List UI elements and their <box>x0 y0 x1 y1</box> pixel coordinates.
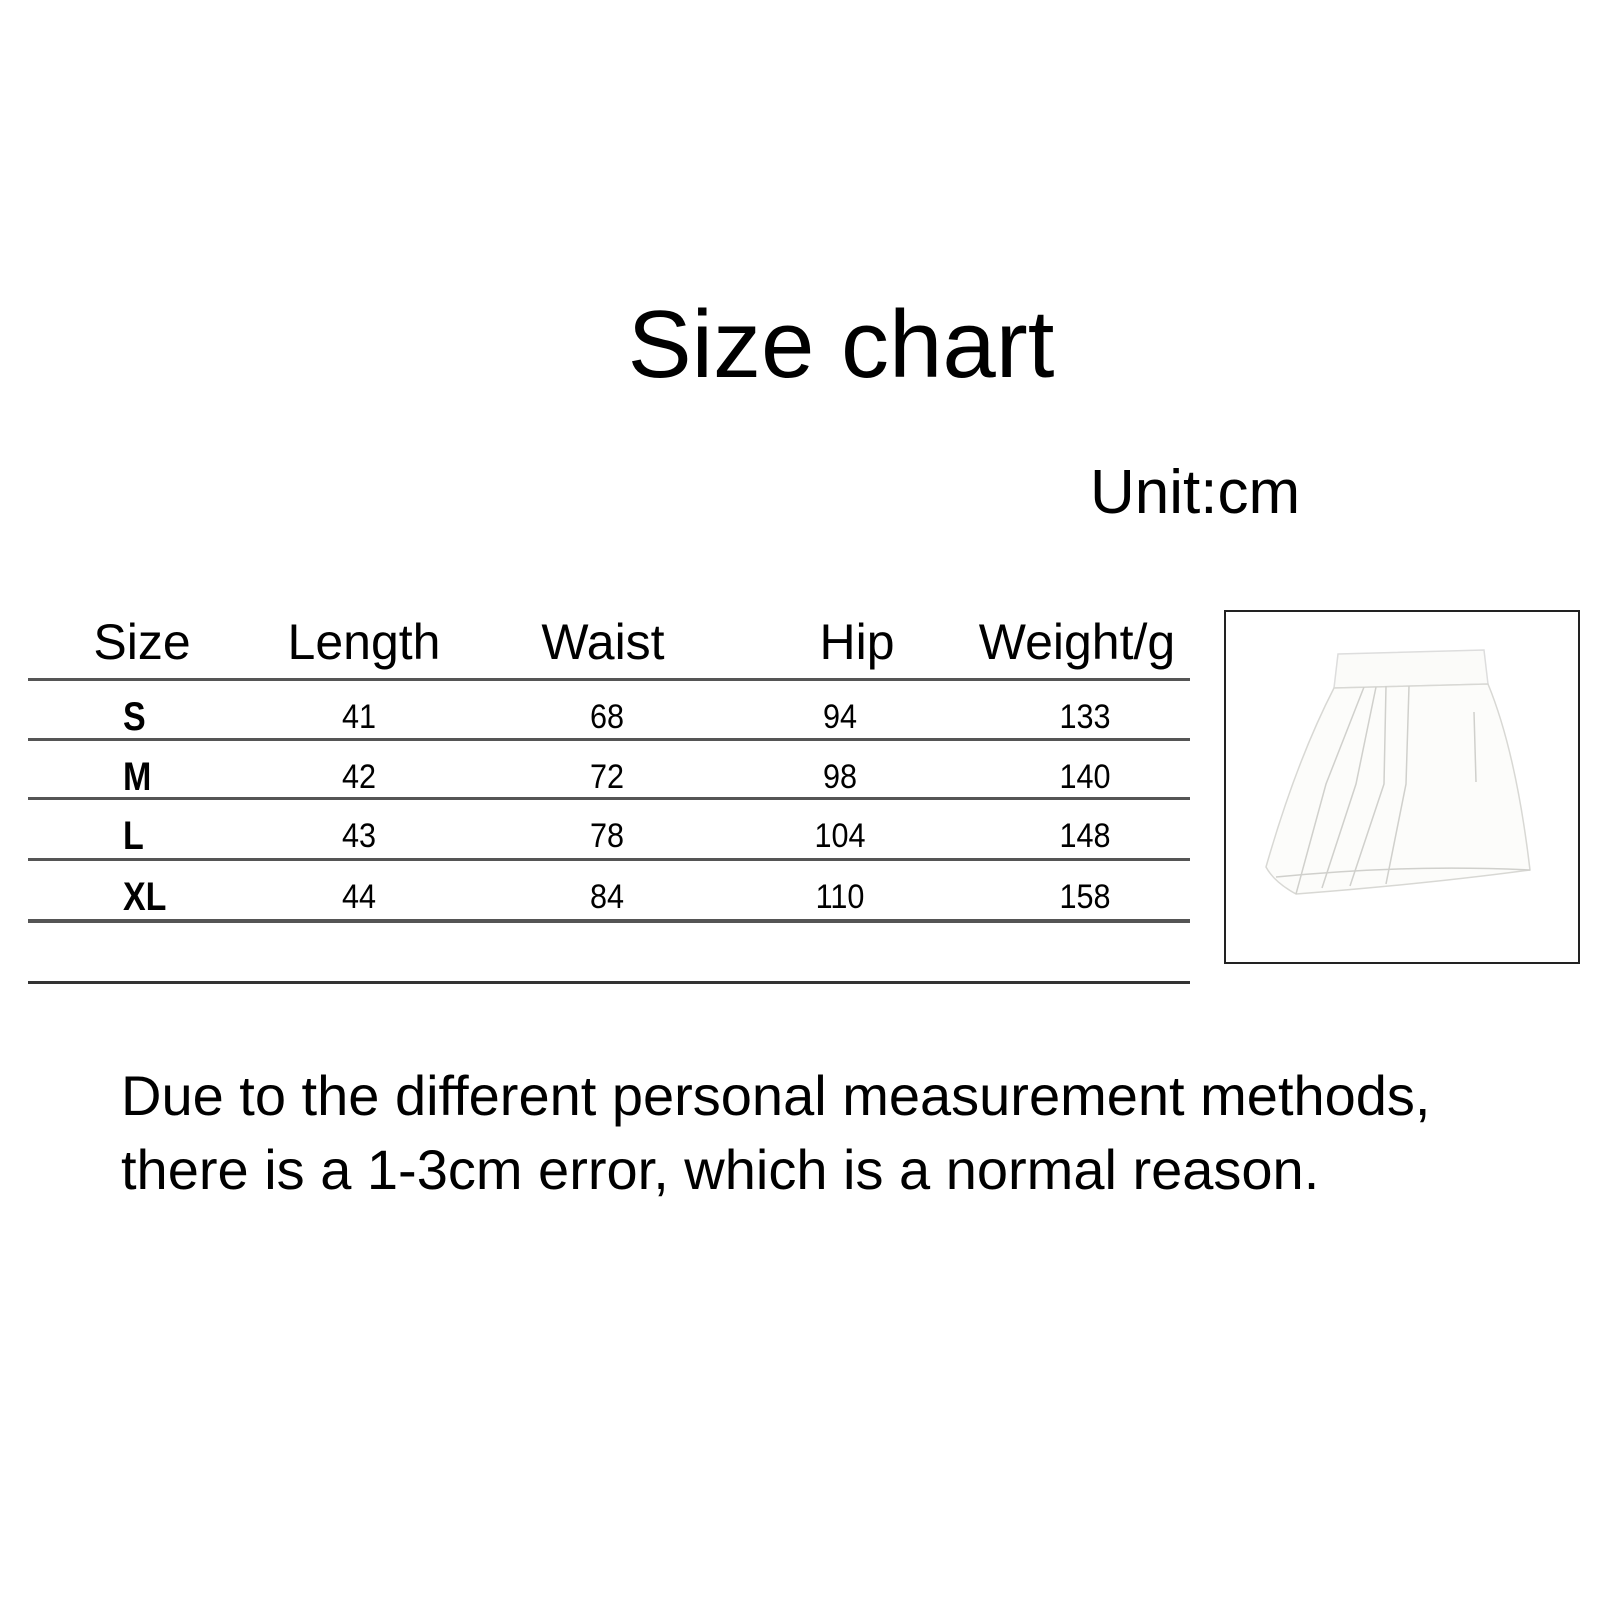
cell-waist: 72 <box>589 758 625 796</box>
cell-size: S <box>123 695 146 739</box>
cell-length: 44 <box>341 878 377 916</box>
divider <box>28 797 1190 800</box>
header-length: Length <box>287 614 441 670</box>
skirt-illustration <box>1265 649 1531 895</box>
header-hip: Hip <box>819 614 895 670</box>
cell-hip: 98 <box>822 758 858 796</box>
cell-length: 42 <box>341 758 377 796</box>
header-waist: Waist <box>541 614 665 670</box>
cell-length: 41 <box>341 698 377 736</box>
cell-hip: 104 <box>814 817 866 855</box>
cell-length: 43 <box>341 817 377 855</box>
divider <box>28 919 1190 923</box>
header-size: Size <box>93 614 191 670</box>
cell-weight: 148 <box>1059 817 1111 855</box>
divider <box>28 858 1190 861</box>
cell-size: M <box>123 755 152 799</box>
page-title: Size chart <box>627 291 1055 398</box>
divider <box>28 678 1190 681</box>
cell-hip: 94 <box>822 698 858 736</box>
divider <box>28 738 1190 741</box>
divider <box>28 981 1190 984</box>
cell-size: L <box>123 814 144 858</box>
cell-waist: 68 <box>589 698 625 736</box>
cell-weight: 158 <box>1059 878 1111 916</box>
product-image <box>1224 610 1580 964</box>
cell-waist: 84 <box>589 878 625 916</box>
cell-weight: 133 <box>1059 698 1111 736</box>
cell-waist: 78 <box>589 817 625 855</box>
cell-weight: 140 <box>1059 758 1111 796</box>
note-line-1: Due to the different personal measuremen… <box>121 1064 1431 1127</box>
note-line-2: there is a 1-3cm error, which is a norma… <box>121 1138 1320 1201</box>
cell-hip: 110 <box>815 878 865 916</box>
header-weight: Weight/g <box>978 614 1176 670</box>
unit-label: Unit:cm <box>1090 458 1301 527</box>
cell-size: XL <box>123 875 167 919</box>
